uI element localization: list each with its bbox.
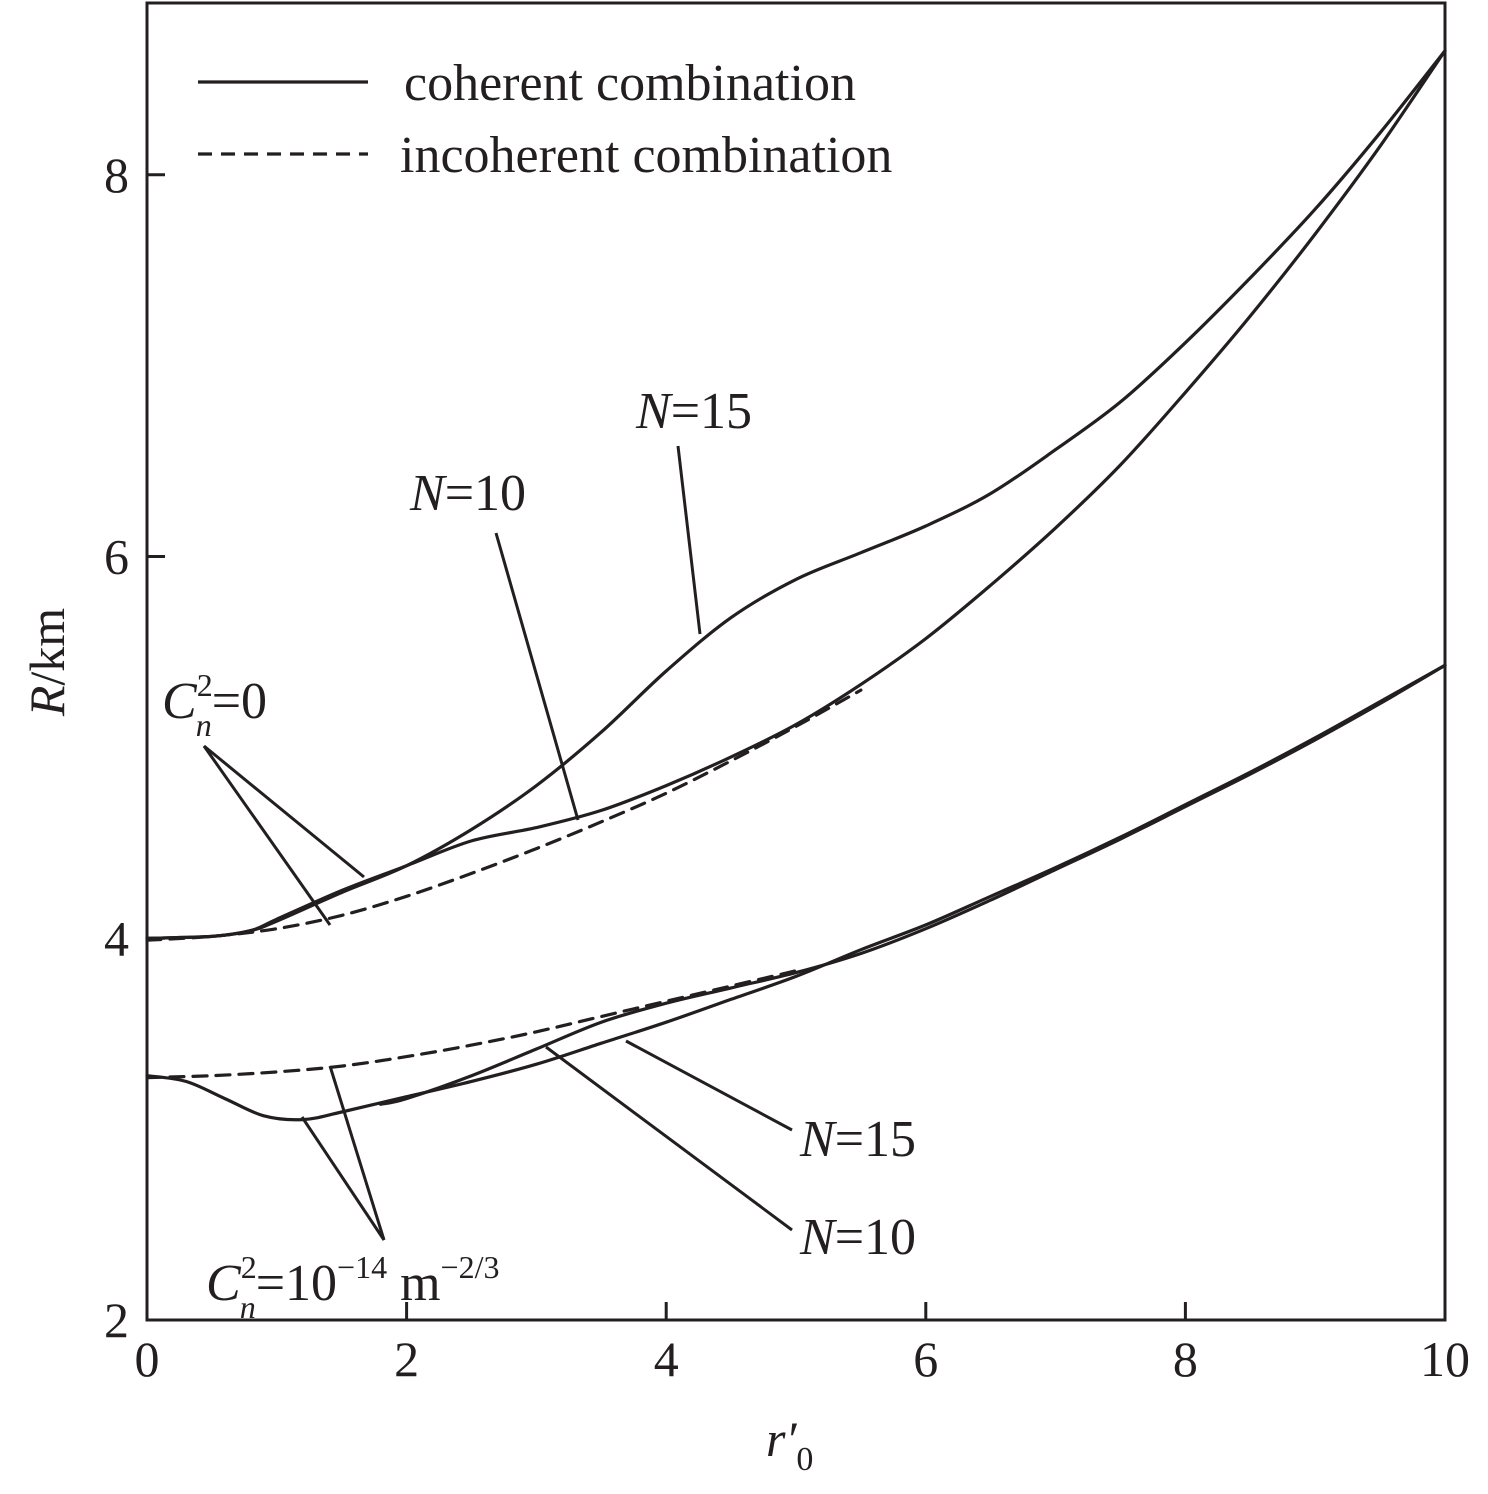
legend-label-incoherent: incoherent combination [400,127,892,184]
legend-label-coherent: coherent combination [404,55,856,112]
annotation-cn2-turbulence: C2 n=10−14 m−2/3 [206,1249,499,1325]
annotation-upper-n15: N=15 [635,383,752,440]
annotation-cn2-zero: C2 n=0 [162,667,267,743]
y-tick-label: 8 [104,147,129,203]
leader-lines [202,445,793,1241]
x-tick-label: 0 [135,1331,160,1387]
series-line-2 [145,49,1447,940]
leader-cn0-dashed [202,745,332,926]
x-tick-label: 4 [654,1331,679,1387]
annotation-upper-n10: N=10 [409,465,526,522]
x-tick-label: 10 [1420,1331,1470,1387]
series-line-3 [145,688,863,942]
x-tick-label: 6 [913,1331,938,1387]
leader-cn14-solid [300,1116,386,1241]
plot-frame [145,1,1447,1322]
y-tick-label: 2 [104,1292,129,1348]
leader-cn14-dashed [328,1065,386,1241]
x-axis-title: r′0 [766,1411,813,1478]
series-line-6 [145,969,798,1080]
annotations: N=15 N=10 C2 n=0 N=15 N=10 C2 n=10−14 m−2/… [162,383,916,1325]
leader-cn0-solid [203,744,365,879]
curves [145,49,1447,1122]
annotation-lower-n15: N=15 [799,1111,916,1168]
y-tick-label: 4 [104,910,129,966]
x-tick-label: 2 [394,1331,419,1387]
y-axis-title: R/km [19,608,75,717]
y-tick-label: 6 [104,529,129,585]
leader-upper-n15 [676,445,702,635]
x-tick-label: 8 [1173,1331,1198,1387]
leader-upper-n10 [494,532,580,821]
leader-lower-n10 [545,1045,793,1232]
series-line-5 [379,663,1447,1106]
leader-lower-n15 [625,1039,793,1132]
series-line-1 [145,49,1447,940]
annotation-lower-n10: N=10 [799,1209,916,1266]
legend: coherent combination incoherent combinat… [198,55,892,184]
